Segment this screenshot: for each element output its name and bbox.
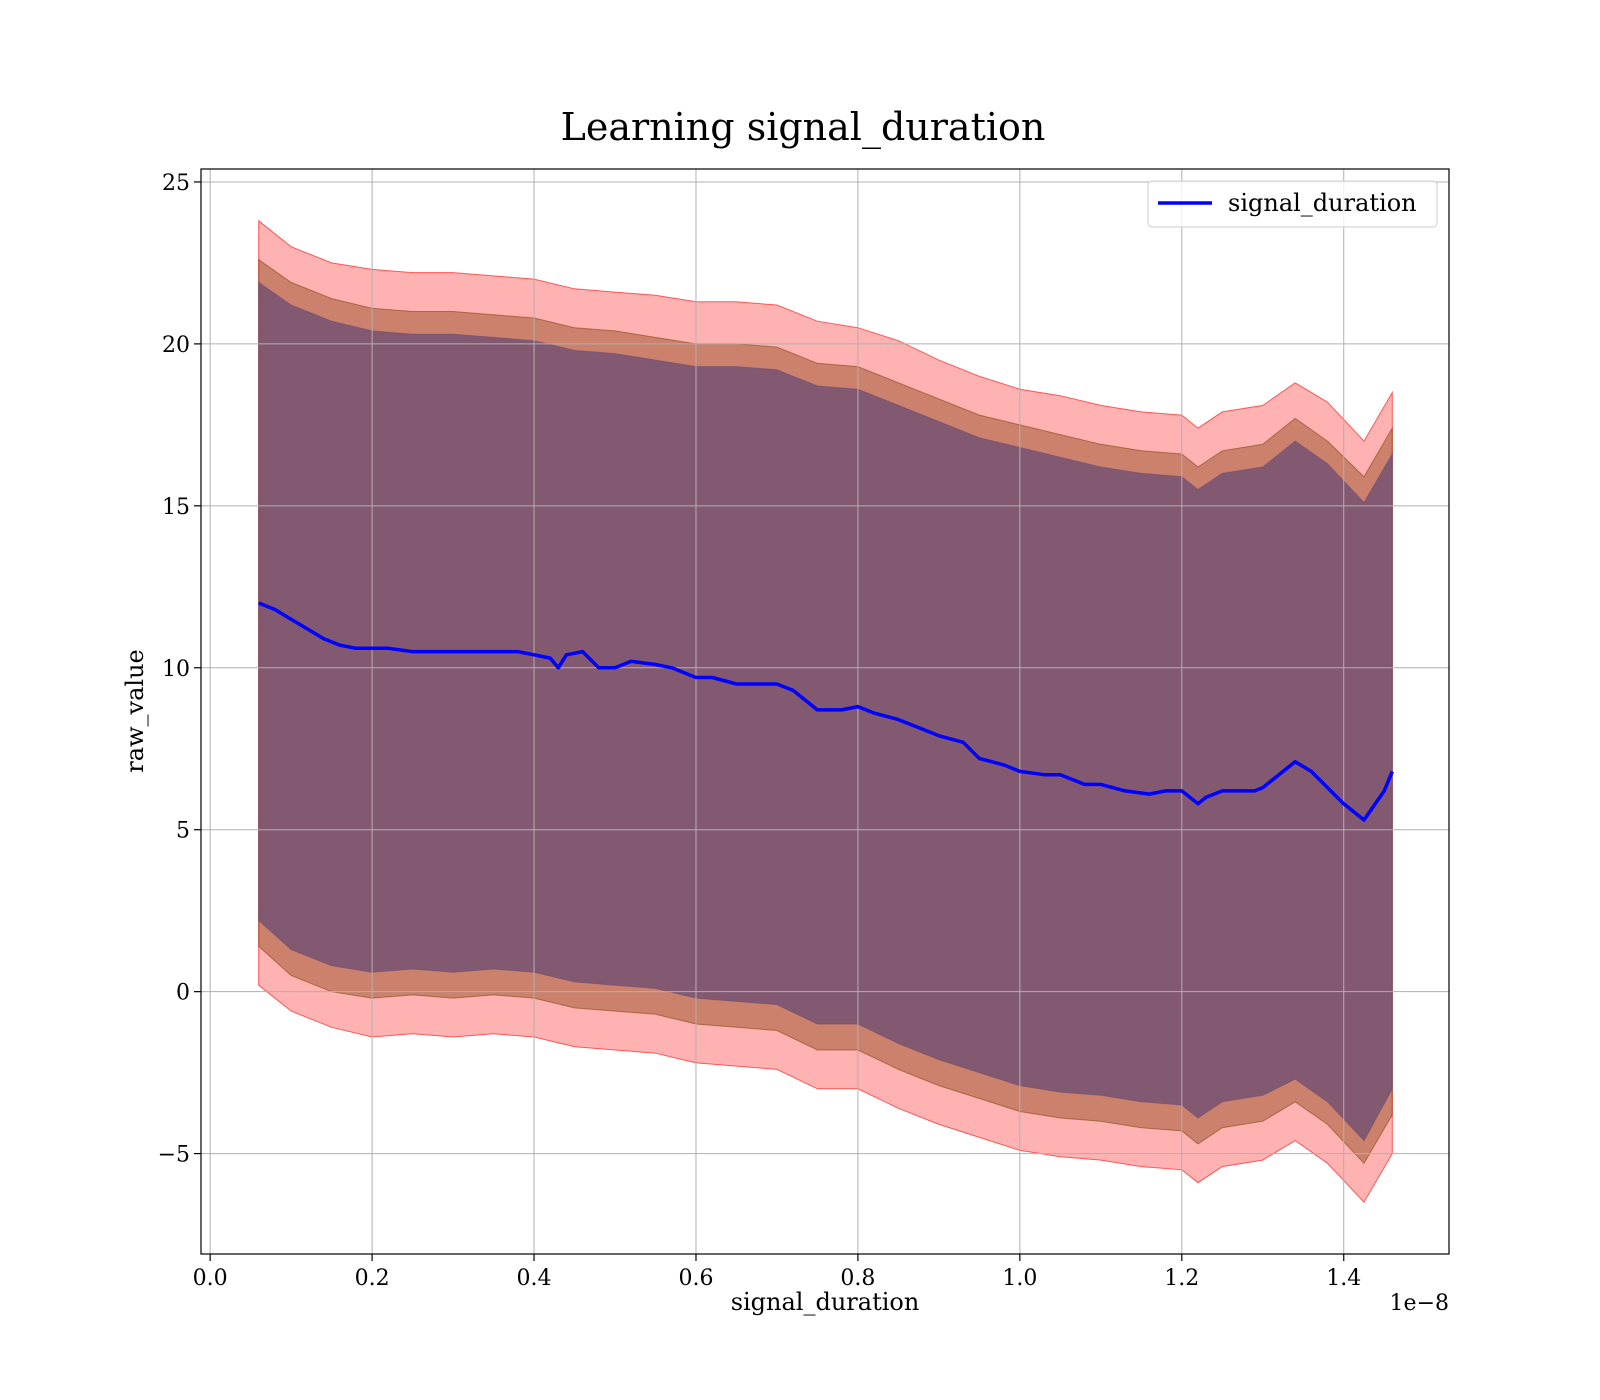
- x-axis-ticks: 0.0 0.2 0.4 0.6 0.8 1.0 1.2 1.4: [193, 1254, 1361, 1291]
- y-tick-label-1: 0: [176, 981, 190, 1006]
- series-line-1: [258, 601, 1394, 822]
- x-tick-label-0: 0.0: [193, 1266, 228, 1291]
- plot-frame: [200, 168, 1450, 1255]
- y-axis-ticks: −5 0 5 10 15 20 25: [158, 171, 201, 1168]
- chart-title: Learning signal_duration: [561, 105, 1046, 150]
- legend-label: signal_duration: [1228, 189, 1417, 217]
- y-tick-label-2: 5: [176, 819, 190, 844]
- x-axis-label: signal_duration: [731, 1288, 920, 1316]
- legend: signal_duration: [1147, 180, 1438, 228]
- x-tick-label-7: 1.4: [1326, 1266, 1361, 1291]
- x-tick-label-6: 1.2: [1164, 1266, 1199, 1291]
- y-tick-label-6: 25: [162, 171, 190, 196]
- y-axis-label: raw_value: [121, 649, 149, 773]
- series-lines: [258, 601, 1394, 822]
- x-tick-label-4: 0.8: [840, 1266, 875, 1291]
- x-tick-label-1: 0.2: [355, 1266, 390, 1291]
- y-tick-label-4: 15: [162, 495, 190, 520]
- legend-box: [1147, 180, 1438, 228]
- x-axis-offset-text: 1e−8: [1390, 1291, 1449, 1316]
- y-tick-label-5: 20: [162, 333, 190, 358]
- x-tick-label-5: 1.0: [1002, 1266, 1037, 1291]
- x-tick-label-3: 0.6: [678, 1266, 713, 1291]
- y-tick-label-0: −5: [158, 1143, 190, 1168]
- x-tick-label-2: 0.4: [517, 1266, 552, 1291]
- y-tick-label-3: 10: [162, 657, 190, 682]
